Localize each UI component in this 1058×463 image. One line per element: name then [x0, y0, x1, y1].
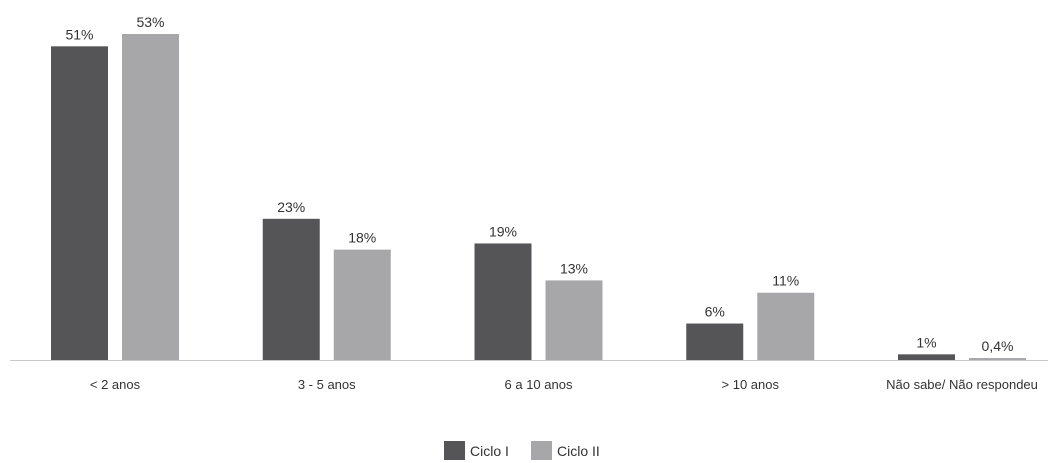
bar-ciclo-ii-3-5-anos — [333, 249, 391, 361]
data-label-ciclo-ii-6-a-10-anos: 13% — [560, 260, 588, 276]
bar-ciclo-i-3-5-anos — [262, 218, 320, 361]
data-label-ciclo-i-3-5-anos: 23% — [277, 199, 305, 215]
value-labels-layer: 51% 53% 23% 18% 19% 13% 6% 11% 1% 0,4% — [65, 14, 1013, 354]
bar-ciclo-ii-6-a-10-anos — [545, 280, 603, 361]
bar-ciclo-ii-2-anos — [122, 34, 179, 361]
legend-label-ciclo-ii: Ciclo II — [557, 443, 600, 459]
x-axis-tick-labels: < 2 anos 3 - 5 anos 6 a 10 anos > 10 anos Nã… — [90, 377, 1038, 392]
bar-ciclo-ii-n-o-sabe-n-o-respondeu — [969, 358, 1026, 361]
legend-swatch-ciclo-ii — [531, 441, 552, 460]
bar-ciclo-i-2-anos — [51, 46, 108, 361]
x-tick-label-6-a-10-anos: 6 a 10 anos — [505, 377, 573, 392]
x-tick-label-2-anos: < 2 anos — [90, 377, 141, 392]
bar-ciclo-i-n-o-sabe-n-o-respondeu — [898, 354, 955, 361]
bar-ciclo-i-10-anos — [686, 323, 744, 361]
data-label-ciclo-ii-n-o-sabe-n-o-respondeu: 0,4% — [982, 338, 1014, 354]
x-tick-label-10-anos: > 10 anos — [722, 377, 780, 392]
data-label-ciclo-ii-3-5-anos: 18% — [348, 230, 376, 246]
data-label-ciclo-i-6-a-10-anos: 19% — [489, 223, 517, 239]
data-label-ciclo-i-2-anos: 51% — [65, 26, 93, 42]
data-label-ciclo-ii-10-anos: 11% — [772, 273, 799, 289]
legend-label-ciclo-i: Ciclo I — [470, 443, 509, 459]
data-label-ciclo-ii-2-anos: 53% — [136, 14, 164, 30]
x-tick-label-3-5-anos: 3 - 5 anos — [298, 377, 356, 392]
bar-ciclo-i-6-a-10-anos — [474, 243, 532, 361]
x-tick-label-n-o-sabe-n-o-respondeu: Não sabe/ Não respondeu — [886, 377, 1038, 392]
data-label-ciclo-i-10-anos: 6% — [705, 304, 725, 320]
bars-layer — [51, 34, 1026, 361]
legend: Ciclo I Ciclo II — [444, 441, 600, 460]
bar-ciclo-ii-10-anos — [757, 292, 815, 361]
data-label-ciclo-i-n-o-sabe-n-o-respondeu: 1% — [916, 334, 936, 350]
legend-swatch-ciclo-i — [444, 441, 465, 460]
